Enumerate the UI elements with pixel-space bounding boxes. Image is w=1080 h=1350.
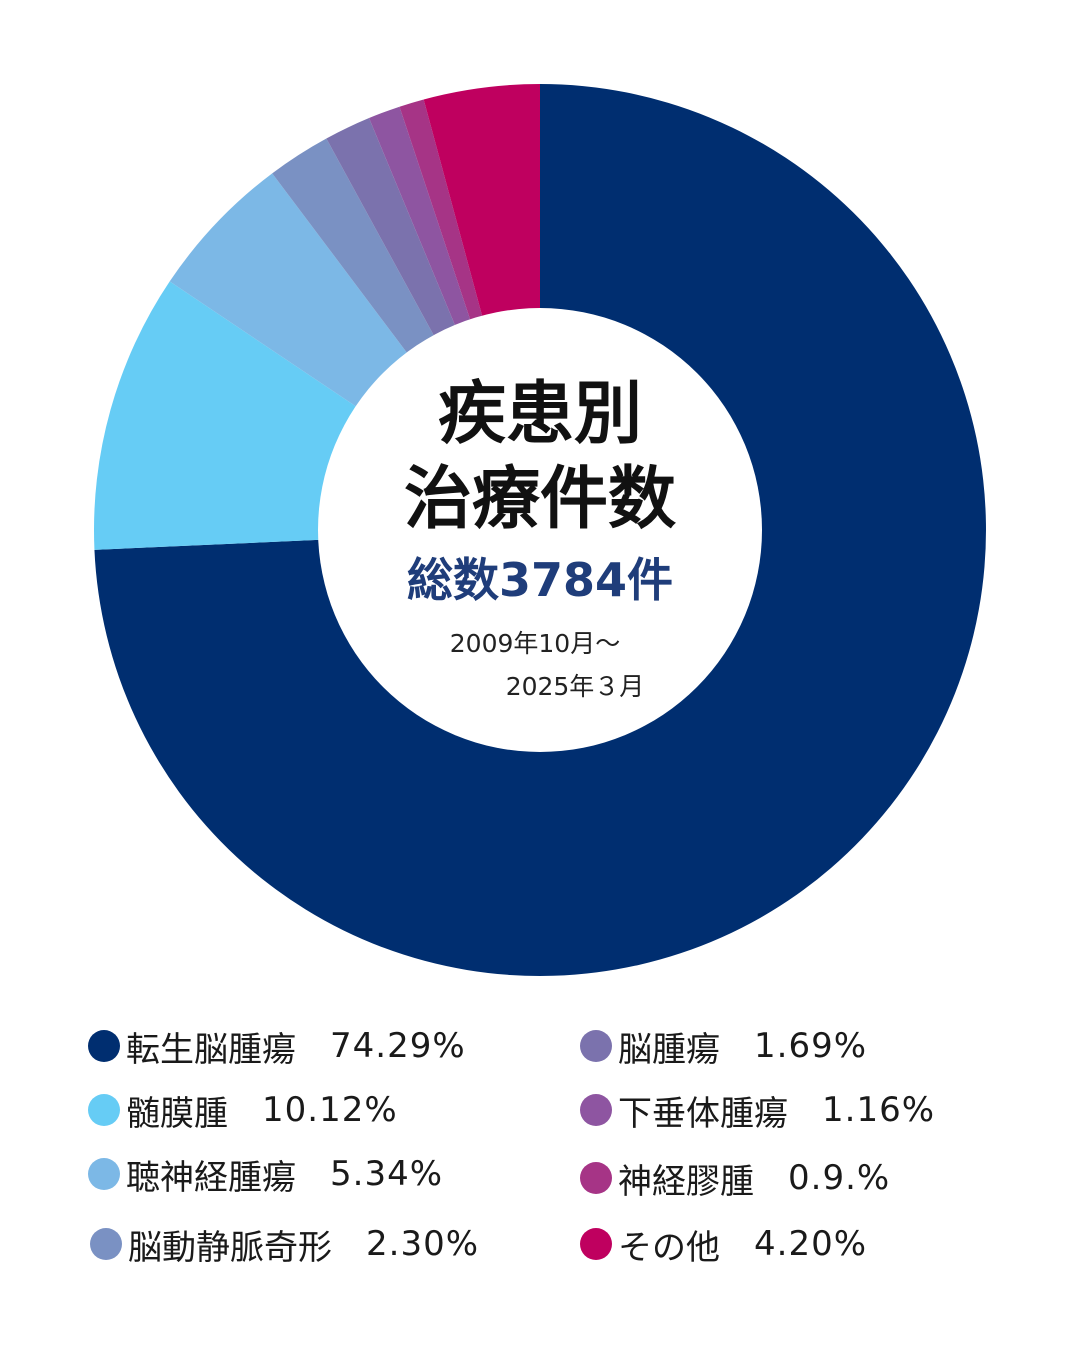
legend-item: 下垂体腫瘍 1.16% <box>580 1080 935 1140</box>
legend-label: その他 <box>618 1227 720 1268</box>
legend-value: 1.69% <box>754 1026 868 1066</box>
donut-chart: 疾患別 治療件数 総数3784件 2009年10月～ 2025年３月 <box>93 84 986 977</box>
legend-item: 髄膜腫 10.12% <box>88 1080 398 1140</box>
legend-value: 1.16% <box>822 1090 936 1130</box>
legend-value: 2.30% <box>366 1224 480 1264</box>
legend-item: その他 4.20% <box>580 1214 867 1274</box>
legend-dot-icon <box>88 1030 120 1062</box>
legend-label: 髄膜腫 <box>126 1093 228 1134</box>
legend-dot-icon <box>90 1228 122 1260</box>
donut-slices <box>93 84 986 977</box>
legend-dot-icon <box>88 1158 120 1190</box>
legend-item: 神経膠腫 0.9.% <box>580 1148 890 1208</box>
legend-value: 4.20% <box>754 1224 868 1264</box>
legend-dot-icon <box>88 1094 120 1126</box>
legend-label: 転生脳腫瘍 <box>126 1029 296 1070</box>
legend-item: 聴神経腫瘍 5.34% <box>88 1144 443 1204</box>
chart-title-line-2: 治療件数 <box>404 460 676 539</box>
legend-value: 10.12% <box>262 1090 398 1130</box>
legend-dot-icon <box>580 1228 612 1260</box>
legend-label: 聴神経腫瘍 <box>126 1157 296 1198</box>
legend-value: 74.29% <box>330 1026 466 1066</box>
legend-dot-icon <box>580 1162 612 1194</box>
legend-label: 神経膠腫 <box>618 1161 754 1202</box>
chart-legend: 転生脳腫瘍 74.29% 髄膜腫 10.12% 聴神経腫瘍 5.34% 脳動静脈… <box>0 1000 1080 1350</box>
legend-value: 5.34% <box>330 1154 444 1194</box>
legend-label: 脳動静脈奇形 <box>128 1227 332 1268</box>
donut-hole <box>318 308 762 752</box>
legend-item: 脳動静脈奇形 2.30% <box>90 1214 479 1274</box>
legend-label: 下垂体腫瘍 <box>618 1093 788 1134</box>
chart-period-start: 2009年10月～ <box>450 629 620 658</box>
legend-item: 脳腫瘍 1.69% <box>580 1016 867 1076</box>
chart-title-line-1: 疾患別 <box>438 375 642 454</box>
chart-total: 総数3784件 <box>407 553 673 607</box>
legend-label: 脳腫瘍 <box>618 1029 720 1070</box>
legend-dot-icon <box>580 1030 612 1062</box>
chart-period-end: 2025年３月 <box>506 672 645 701</box>
legend-dot-icon <box>580 1094 612 1126</box>
legend-value: 0.9.% <box>788 1158 891 1198</box>
legend-item: 転生脳腫瘍 74.29% <box>88 1016 466 1076</box>
